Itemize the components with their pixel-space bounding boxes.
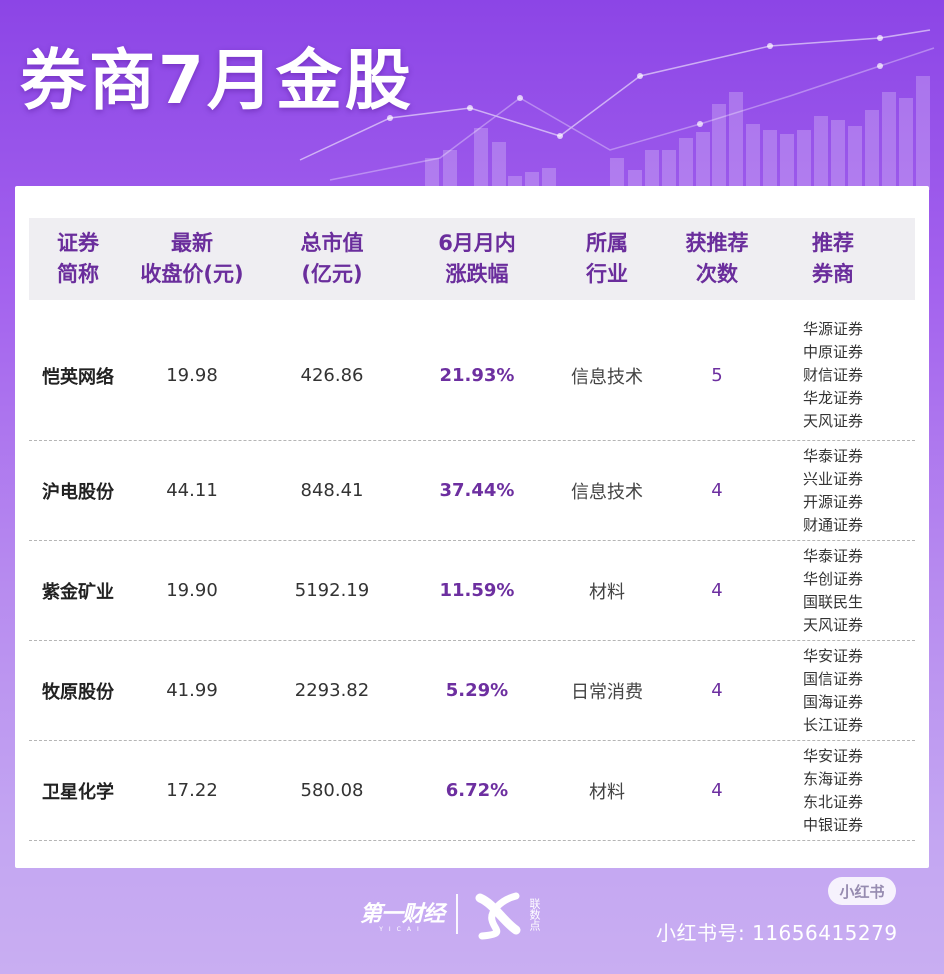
cell-market-cap: 2293.82 (294, 680, 370, 701)
header-line: 最新 (171, 231, 213, 255)
cell-brokers: 华安证券 东海证券 东北证券 中银证券 (767, 745, 899, 837)
cell-price: 44.11 (166, 480, 218, 501)
broker-name: 国信证券 (802, 669, 863, 688)
table-row: 恺英网络 19.98 426.86 21.93% 信息技术 5 华源证券 中原证… (29, 311, 915, 441)
broker-name: 天风证券 (802, 615, 863, 634)
cell-brokers: 华泰证券 华创证券 国联民生 天风证券 (767, 545, 899, 637)
cell-name: 牧原股份 (42, 681, 114, 703)
header-line: 6月月内 (438, 231, 516, 255)
header-line: 所属 (586, 231, 628, 255)
header-line: 获推荐 (685, 231, 749, 255)
header-chart-decoration (299, 29, 935, 190)
cell-count: 4 (711, 680, 723, 701)
header-recommend-count: 获推荐 次数 (667, 218, 767, 300)
table-header: 证券 简称 最新 收盘价(元) 总市值 (亿元) 6月月内 涨跌幅 所属 行业 … (29, 218, 915, 300)
cell-brokers: 华源证券 中原证券 财信证券 华龙证券 天风证券 (767, 318, 899, 433)
broker-name: 华安证券 (802, 646, 863, 665)
cell-industry: 材料 (589, 781, 625, 803)
cell-name: 卫星化学 (42, 781, 114, 803)
cell-price: 41.99 (166, 680, 218, 701)
cell-count: 4 (711, 580, 723, 601)
cell-change: 5.29% (445, 680, 509, 701)
cell-market-cap: 426.86 (300, 365, 364, 386)
cell-count: 5 (711, 365, 723, 386)
broker-name: 长江证券 (802, 715, 863, 734)
shujudian-logo-icon (475, 892, 521, 940)
yicai-logo-subtext: YICAI (379, 925, 425, 933)
cell-industry: 信息技术 (571, 481, 643, 503)
header-close-price: 最新 收盘价(元) (127, 218, 257, 300)
table-row: 牧原股份 41.99 2293.82 5.29% 日常消费 4 华安证券 国信证… (29, 641, 915, 741)
footer-logos: 第一财经 YICAI 联数点 (360, 886, 542, 942)
broker-name: 中原证券 (802, 343, 863, 361)
yicai-logo-text: 第一财经 (360, 901, 445, 927)
cell-change: 21.93% (439, 365, 515, 386)
broker-name: 国海证券 (802, 692, 863, 711)
header-line: 券商 (812, 262, 854, 286)
yicai-logo: 第一财经 YICAI (360, 896, 445, 933)
page-title: 券商7月金股 (20, 42, 414, 119)
cell-change: 6.72% (445, 780, 509, 801)
broker-name: 华泰证券 (802, 546, 863, 565)
table-row: 紫金矿业 19.90 5192.19 11.59% 材料 4 华泰证券 华创证券… (29, 541, 915, 641)
broker-name: 兴业证券 (802, 469, 863, 488)
cell-market-cap: 5192.19 (294, 580, 370, 601)
header-line: 推荐 (812, 231, 854, 255)
shujudian-text: 联数点 (528, 897, 542, 931)
cell-price: 17.22 (166, 780, 218, 801)
cell-name: 沪电股份 (42, 481, 114, 503)
cell-market-cap: 580.08 (300, 780, 364, 801)
header-industry: 所属 行业 (547, 218, 667, 300)
cell-brokers: 华安证券 国信证券 国海证券 长江证券 (767, 645, 899, 737)
broker-name: 中银证券 (802, 815, 863, 834)
broker-name: 华源证券 (802, 320, 863, 338)
cell-industry: 信息技术 (571, 366, 643, 388)
header-security-name: 证券 简称 (29, 218, 127, 300)
cell-count: 4 (711, 480, 723, 501)
cell-name: 恺英网络 (42, 366, 114, 388)
cell-price: 19.90 (166, 580, 218, 601)
broker-name: 财通证券 (802, 515, 863, 534)
header-line: 简称 (57, 262, 99, 286)
cell-name: 紫金矿业 (42, 581, 114, 603)
logo-divider (456, 894, 459, 934)
cell-price: 19.98 (166, 365, 218, 386)
cell-market-cap: 848.41 (300, 480, 364, 501)
broker-name: 财信证券 (802, 366, 863, 384)
header-monthly-change: 6月月内 涨跌幅 (407, 218, 547, 300)
header-brokers: 推荐 券商 (767, 218, 899, 300)
header-line: 涨跌幅 (445, 262, 509, 286)
broker-name: 华龙证券 (802, 389, 863, 407)
cell-count: 4 (711, 780, 723, 801)
broker-name: 东北证券 (802, 792, 863, 811)
broker-name: 天风证券 (802, 412, 863, 430)
table-row: 卫星化学 17.22 580.08 6.72% 材料 4 华安证券 东海证券 东… (29, 741, 915, 841)
broker-name: 华泰证券 (802, 446, 863, 465)
header-line: 总市值 (300, 231, 364, 255)
table-card: 证券 简称 最新 收盘价(元) 总市值 (亿元) 6月月内 涨跌幅 所属 行业 … (15, 186, 929, 868)
header-line: (亿元) (301, 262, 363, 286)
cell-change: 37.44% (439, 480, 515, 501)
header-line: 行业 (586, 262, 628, 286)
xiaohongshu-id: 小红书号: 11656415279 (656, 921, 898, 945)
broker-name: 开源证券 (802, 492, 863, 511)
cell-change: 11.59% (439, 580, 515, 601)
header-market-cap: 总市值 (亿元) (257, 218, 407, 300)
cell-industry: 日常消费 (571, 681, 643, 703)
broker-name: 东海证券 (802, 769, 863, 788)
header-line: 收盘价(元) (140, 262, 244, 286)
shujudian-logo-text: 联数点 (528, 897, 542, 931)
broker-name: 国联民生 (802, 592, 863, 611)
header-line: 证券 (57, 231, 99, 255)
header-line: 次数 (696, 262, 738, 286)
table-row: 沪电股份 44.11 848.41 37.44% 信息技术 4 华泰证券 兴业证… (29, 441, 915, 541)
broker-name: 华安证券 (802, 746, 863, 765)
cell-industry: 材料 (589, 581, 625, 603)
cell-brokers: 华泰证券 兴业证券 开源证券 财通证券 (767, 445, 899, 537)
xiaohongshu-badge: 小红书 (828, 877, 896, 905)
broker-name: 华创证券 (802, 569, 863, 588)
